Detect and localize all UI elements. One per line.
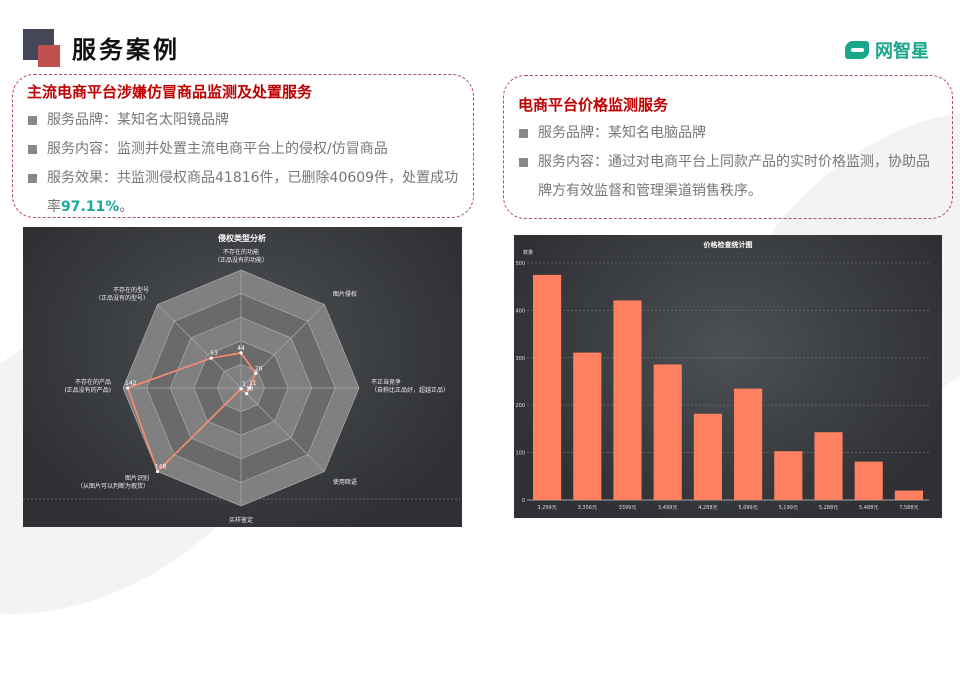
radar-axis	[157, 304, 242, 389]
radar-point	[254, 371, 258, 375]
case-card-1: 主流电商平台涉嫌仿冒商品监测及处置服务 服务品牌：某知名太阳镜品牌 服务内容：监…	[12, 74, 474, 218]
x-tick-label: 5,199元	[779, 505, 798, 511]
radar-point	[248, 386, 252, 390]
y-axis-label: 数量	[523, 249, 533, 256]
y-tick-label: 0	[522, 498, 525, 504]
radar-data-label: 10	[246, 386, 254, 393]
x-tick-label: 4,288元	[698, 505, 717, 511]
bar	[533, 274, 562, 500]
y-tick-label: 400	[515, 308, 525, 314]
logo-icon	[845, 41, 869, 59]
radar-chart: 侵权类型分析不存在的功能（正品没有的功能） 图片侵权不正当竞争（自称比正品好，超越…	[23, 227, 462, 527]
radar-data-label: 142	[125, 380, 137, 387]
radar-indicator-label: 买样鉴定	[229, 516, 253, 524]
logo-text: 网智星	[875, 41, 929, 62]
radar-indicator-label: 不存在的功能（正品没有的功能）	[214, 248, 268, 264]
radar-point	[239, 351, 243, 355]
radar-indicator-label: 使用暗语	[333, 478, 357, 486]
bar-chart: 价格检查统计图数量 0 100 200 300 400 500 3,299元 3,356元 339…	[514, 235, 942, 518]
radar-data-label: 11	[249, 380, 257, 387]
x-tick-label: 3,299元	[537, 505, 556, 511]
radar-indicator-label: 不存在的产品(正品没有的产品)	[64, 378, 111, 394]
radar-indicator-label: 图片侵权	[333, 290, 357, 298]
bar	[774, 451, 803, 500]
y-tick-label: 500	[515, 261, 525, 267]
radar-data-label: 53	[210, 350, 218, 357]
bar	[613, 300, 642, 500]
radar-point	[209, 356, 213, 360]
logo: 网智星	[845, 37, 929, 63]
effect-text: 服务效果：共监测侵权商品41816件，已删除40609件，处置成功率	[47, 170, 459, 215]
x-tick-label: 3,356元	[578, 505, 597, 511]
chart-title: 价格检查统计图	[704, 240, 753, 249]
radar-indicator-label: 不存在的型号（正品没有的型号）	[95, 286, 149, 302]
bar	[854, 461, 883, 500]
radar-data-label: 148	[155, 463, 167, 470]
radar-indicator-label: 不正当竞争（自称比正品好，超越正品）	[371, 378, 449, 394]
radar-point	[239, 387, 243, 391]
page-title: 服务案例	[72, 36, 180, 64]
bar	[573, 352, 602, 500]
effect-suffix: 。	[119, 199, 134, 215]
x-tick-label: 3,499元	[658, 505, 677, 511]
bar	[894, 490, 923, 500]
card-item: 服务效果：共监测侵权商品41816件，已删除40609件，处置成功率97.11%…	[27, 164, 459, 222]
radar-data-label: 26	[255, 365, 263, 372]
radar-point	[155, 469, 160, 474]
bar	[814, 432, 843, 500]
card-item: 服务内容：通过对电商平台上同款产品的实时价格监测，协助品牌方有效监督和管理渠道销…	[518, 148, 938, 206]
success-rate: 97.11%	[61, 199, 120, 215]
y-tick-label: 300	[515, 356, 525, 362]
x-tick-label: 7,588元	[899, 505, 918, 511]
case-card-2: 电商平台价格监测服务 服务品牌：某知名电脑品牌 服务内容：通过对电商平台上同款产…	[503, 75, 953, 219]
bar	[734, 388, 763, 500]
x-tick-label: 5,488元	[859, 505, 878, 511]
card-item: 服务品牌：某知名电脑品牌	[518, 119, 938, 148]
radar-data-label: 1	[242, 381, 246, 388]
x-tick-label: 5,099元	[738, 505, 757, 511]
radar-point	[245, 392, 249, 396]
y-tick-label: 100	[515, 451, 525, 457]
card-item: 服务品牌：某知名太阳镜品牌	[27, 106, 459, 135]
bar	[653, 364, 682, 500]
x-tick-label: 3399元	[619, 505, 637, 511]
card-title: 主流电商平台涉嫌仿冒商品监测及处置服务	[27, 83, 313, 101]
radar-data-label: 44	[237, 345, 245, 352]
x-tick-label: 5,288元	[819, 505, 838, 511]
card-item: 服务内容：监测并处置主流电商平台上的侵权/仿冒商品	[27, 135, 459, 164]
radar-indicator-label: 图片识别（从图片可以判断为假货）	[77, 474, 149, 490]
radar-point	[126, 386, 130, 390]
chart-title: 侵权类型分析	[217, 233, 266, 243]
radar-axis	[240, 387, 325, 472]
bar	[693, 413, 722, 500]
card-title: 电商平台价格监测服务	[518, 96, 669, 114]
y-tick-label: 200	[515, 403, 525, 409]
header-decoration	[38, 45, 60, 67]
